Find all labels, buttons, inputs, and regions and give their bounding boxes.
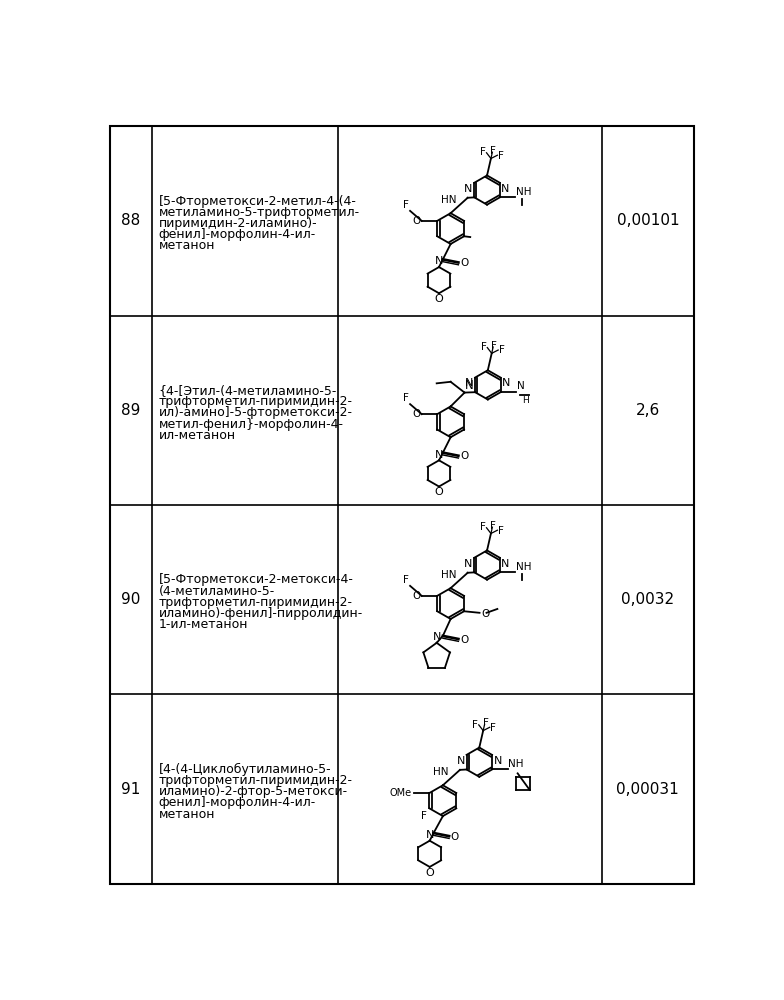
Text: N: N [466,379,474,392]
Text: [5-Фторметокси-2-метокси-4-: [5-Фторметокси-2-метокси-4- [158,573,354,586]
Text: H: H [522,396,529,405]
Text: O: O [412,409,421,419]
Text: N: N [494,756,502,766]
Text: N: N [464,184,473,194]
Text: [4-(4-Циклобутиламино-5-: [4-(4-Циклобутиламино-5- [158,763,331,776]
Text: O: O [460,451,468,461]
Text: HN: HN [441,195,456,205]
Text: O: O [434,487,444,497]
Text: фенил]-морфолин-4-ил-: фенил]-морфолин-4-ил- [158,228,316,241]
Text: F: F [403,393,408,403]
Text: F: F [491,341,497,351]
Text: 88: 88 [122,213,140,228]
Text: 91: 91 [122,782,140,797]
Text: O: O [412,216,421,226]
Text: ил)-амино]-5-фторметокси-2-: ил)-амино]-5-фторметокси-2- [158,406,353,419]
Text: F: F [472,720,478,730]
Text: (4-метиламино-5-: (4-метиламино-5- [158,585,274,598]
Text: {4-[Этил-(4-метиламино-5-: {4-[Этил-(4-метиламино-5- [158,384,337,397]
Text: F: F [480,522,485,532]
Text: HN: HN [433,767,448,777]
Text: фенил]-морфолин-4-ил-: фенил]-морфолин-4-ил- [158,796,316,809]
Text: метанон: метанон [158,239,215,252]
Text: метил-фенил}-морфолин-4-: метил-фенил}-морфолин-4- [158,418,343,431]
Text: NH: NH [508,759,524,769]
Text: [5-Фторметокси-2-метил-4-(4-: [5-Фторметокси-2-метил-4-(4- [158,195,356,208]
Text: F: F [481,342,486,352]
Text: N: N [517,381,524,391]
Text: 90: 90 [122,592,140,607]
Text: F: F [490,146,496,156]
Text: N: N [433,632,441,642]
Text: метиламино-5-трифторметил-: метиламино-5-трифторметил- [158,206,360,219]
Text: F: F [499,151,504,161]
Text: F: F [499,526,504,536]
Text: ил-метанон: ил-метанон [158,429,235,442]
Text: O: O [434,294,444,304]
Text: O: O [426,868,434,878]
Text: трифторметил-пиримидин-2-: трифторметил-пиримидин-2- [158,774,353,787]
Text: NH: NH [516,187,532,197]
Text: O: O [460,258,468,268]
Text: пиримидин-2-иламино)-: пиримидин-2-иламино)- [158,217,317,230]
Text: F: F [482,718,488,728]
Text: F: F [421,811,427,821]
Text: F: F [403,200,408,210]
Text: O: O [412,591,421,601]
Text: N: N [465,378,474,388]
Text: OMe: OMe [390,788,412,798]
Text: 2,6: 2,6 [636,403,660,418]
Text: O: O [451,832,459,842]
Text: F: F [403,575,408,585]
Text: 0,0032: 0,0032 [621,592,674,607]
Text: N: N [426,830,434,840]
Text: 1-ил-метанон: 1-ил-метанон [158,618,248,631]
Text: F: F [491,723,496,733]
Text: HN: HN [441,570,456,580]
Text: N: N [501,184,510,194]
Text: N: N [435,450,443,460]
Text: 0,00031: 0,00031 [616,782,679,797]
Text: N: N [501,559,510,569]
Text: F: F [480,147,485,157]
Text: NH: NH [516,562,532,572]
Text: иламино)-фенил]-пирролидин-: иламино)-фенил]-пирролидин- [158,607,363,620]
Text: иламино)-2-фтор-5-метокси-: иламино)-2-фтор-5-метокси- [158,785,347,798]
Text: F: F [490,521,496,531]
Text: N: N [456,756,465,766]
Text: N: N [502,378,510,388]
Text: метанон: метанон [158,808,215,821]
Text: 89: 89 [122,403,140,418]
Text: O: O [481,609,489,619]
Text: N: N [464,559,473,569]
Text: F: F [499,345,505,355]
Text: O: O [460,635,468,645]
Text: трифторметил-пиримидин-2-: трифторметил-пиримидин-2- [158,395,353,408]
Text: N: N [435,256,443,266]
Text: 0,00101: 0,00101 [616,213,679,228]
Text: трифторметил-пиримидин-2-: трифторметил-пиримидин-2- [158,596,353,609]
